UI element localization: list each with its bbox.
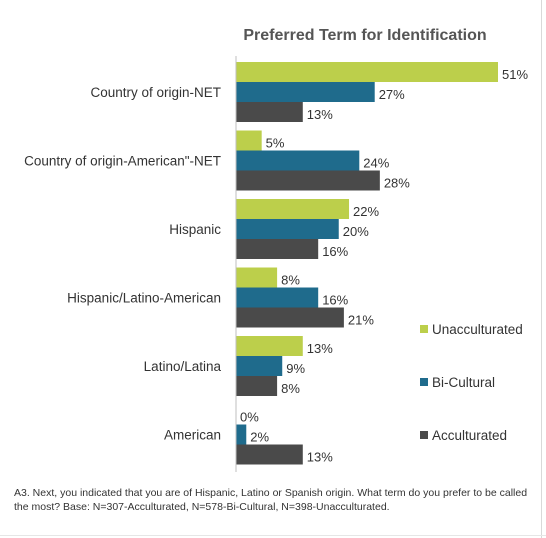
category-label: Hispanic/Latino-American bbox=[67, 291, 221, 306]
category-label: Country of origin-NET bbox=[90, 85, 221, 100]
bar-unacculturated-3 bbox=[236, 199, 350, 219]
legend-label: Acculturated bbox=[432, 428, 507, 443]
data-label: 13% bbox=[307, 341, 333, 356]
bar-unacculturated-5 bbox=[236, 336, 303, 356]
bar-bi-cultural-1 bbox=[236, 82, 375, 102]
legend-label: Bi-Cultural bbox=[432, 375, 495, 390]
category-label: Country of origin-American"-NET bbox=[24, 154, 221, 169]
legend-swatch bbox=[420, 431, 428, 439]
bar-bi-cultural-6 bbox=[236, 424, 247, 445]
data-label: 2% bbox=[250, 430, 269, 445]
bar-acculturated-6 bbox=[236, 444, 303, 465]
category-label: Latino/Latina bbox=[144, 359, 222, 374]
page-border bbox=[541, 0, 542, 538]
bar-bi-cultural-3 bbox=[236, 219, 339, 239]
data-label: 21% bbox=[348, 313, 374, 328]
data-label: 8% bbox=[281, 273, 300, 288]
bar-unacculturated-2 bbox=[236, 130, 262, 151]
data-label: 9% bbox=[286, 361, 305, 376]
data-label: 8% bbox=[281, 381, 300, 396]
page-divider bbox=[0, 535, 546, 536]
category-label: American bbox=[164, 428, 221, 443]
data-label: 22% bbox=[353, 204, 379, 219]
bar-acculturated-4 bbox=[236, 307, 344, 328]
bar-unacculturated-4 bbox=[236, 267, 278, 288]
data-label: 5% bbox=[266, 136, 285, 151]
bar-acculturated-5 bbox=[236, 376, 278, 396]
bar-acculturated-2 bbox=[236, 170, 380, 191]
bar-acculturated-1 bbox=[236, 102, 303, 122]
data-label: 24% bbox=[363, 156, 389, 171]
data-label: 0% bbox=[240, 410, 259, 425]
data-label: 16% bbox=[322, 244, 348, 259]
bar-unacculturated-1 bbox=[236, 62, 498, 82]
data-label: 13% bbox=[307, 450, 333, 465]
bar-bi-cultural-2 bbox=[236, 150, 360, 171]
legend-swatch bbox=[420, 325, 428, 333]
data-label: 27% bbox=[379, 87, 405, 102]
bar-acculturated-3 bbox=[236, 239, 319, 259]
data-label: 13% bbox=[307, 107, 333, 122]
legend-swatch bbox=[420, 378, 428, 386]
data-label: 16% bbox=[322, 293, 348, 308]
data-label: 20% bbox=[343, 224, 369, 239]
legend-label: Unacculturated bbox=[432, 322, 523, 337]
category-label: Hispanic bbox=[169, 222, 221, 237]
data-label: 51% bbox=[502, 67, 528, 82]
chart-footnote: A3. Next, you indicated that you are of … bbox=[14, 487, 528, 513]
bar-bi-cultural-5 bbox=[236, 356, 283, 376]
bar-bi-cultural-4 bbox=[236, 287, 319, 308]
chart-title: Preferred Term for Identification bbox=[243, 27, 486, 44]
data-label: 28% bbox=[384, 176, 410, 191]
